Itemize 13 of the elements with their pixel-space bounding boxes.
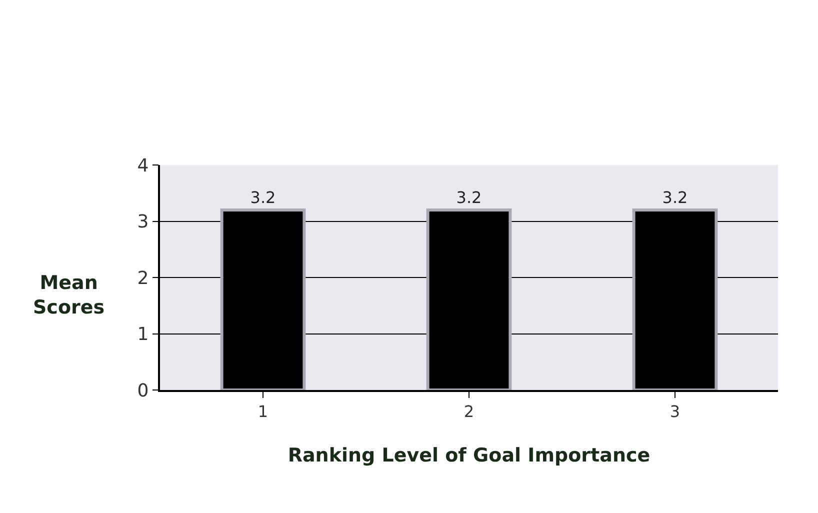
data-label: 3.2 xyxy=(662,188,688,207)
data-label: 3.2 xyxy=(456,188,482,207)
data-label: 3.2 xyxy=(250,188,276,207)
x-axis-title: Ranking Level of Goal Importance xyxy=(288,444,650,466)
y-tick-label: 0 xyxy=(137,380,149,402)
x-tick-label: 2 xyxy=(464,402,474,421)
y-tick-label: 4 xyxy=(137,155,149,176)
y-tick-label: 3 xyxy=(137,212,149,233)
y-tick-label: 2 xyxy=(137,268,149,289)
x-tick-label: 3 xyxy=(670,402,680,421)
y-tick-label: 1 xyxy=(137,324,149,346)
x-tick-label: 1 xyxy=(258,402,268,421)
y-axis-title: Mean Scores xyxy=(33,272,105,319)
